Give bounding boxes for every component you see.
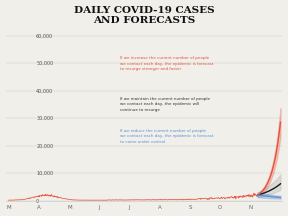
Text: If we increase the current number of people
we contact each day, the epidemic is: If we increase the current number of peo… bbox=[120, 56, 214, 71]
Text: If we reduce the current number of people
we contact each day, the epidemic is f: If we reduce the current number of peopl… bbox=[120, 129, 214, 144]
Text: If we maintain the current number of people
we contact each day, the epidemic wi: If we maintain the current number of peo… bbox=[120, 97, 211, 112]
Title: DAILY COVID-19 CASES
AND FORECASTS: DAILY COVID-19 CASES AND FORECASTS bbox=[74, 6, 214, 25]
